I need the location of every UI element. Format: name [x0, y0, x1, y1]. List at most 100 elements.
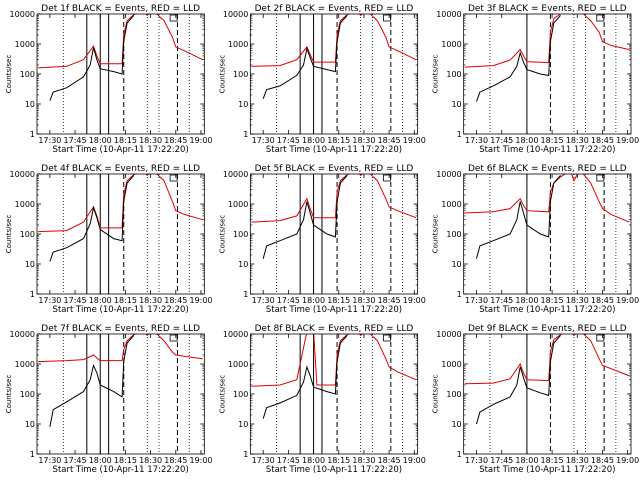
y-tick-label: 1 [243, 290, 248, 299]
x-tick-label: 18:45 [591, 456, 614, 465]
x-axis-label: Start Time (10-Apr-11 17:22:20) [53, 145, 189, 155]
axes-frame [463, 173, 632, 295]
x-tick-label: 18:30 [139, 456, 162, 465]
axes-frame [249, 173, 419, 295]
y-tick-label: 10000 [436, 330, 461, 339]
x-tick-label: 19:00 [189, 136, 212, 145]
x-tick-label: 17:45 [64, 456, 87, 465]
axes-frame [463, 333, 632, 455]
x-tick-label: 18:15 [327, 456, 350, 465]
y-axis-label: Counts/sec [5, 55, 13, 94]
x-tick-label: 19:00 [403, 456, 426, 465]
x-axis-label: Start Time (10-Apr-11 17:22:20) [266, 145, 402, 155]
y-tick-label: 1 [30, 450, 35, 459]
y-tick-label: 100 [233, 230, 248, 239]
x-tick-label: 18:30 [566, 296, 589, 305]
x-tick-label: 18:00 [89, 296, 112, 305]
x-tick-label: 18:15 [114, 296, 137, 305]
x-tick-label: 18:00 [89, 456, 112, 465]
marker-box [596, 14, 605, 22]
events-series-line [476, 175, 561, 259]
x-tick-label: 17:45 [277, 136, 300, 145]
lld-series-line [38, 174, 203, 233]
y-tick-label: 100 [20, 390, 35, 399]
x-tick-label: 18:15 [327, 136, 350, 145]
events-series-line [262, 175, 348, 259]
panel-8: Det 8f BLACK = Events, RED = LLD 1 10 100 10… [218, 324, 426, 475]
panel-title: Det 1f BLACK = Events, RED = LLD [41, 4, 200, 14]
x-tick-label: 17:45 [64, 136, 87, 145]
x-tick-label: 19:00 [403, 296, 426, 305]
lld-series-line [251, 174, 417, 223]
x-tick-label: 17:45 [490, 136, 513, 145]
panel-2: Det 2f BLACK = Events, RED = LLD 1 10 100 10… [218, 4, 426, 155]
x-tick-label: 18:00 [302, 456, 325, 465]
axes-frame [249, 13, 419, 135]
panel-title: Det 3f BLACK = Events, RED = LLD [468, 4, 627, 14]
x-tick-label: 17:30 [38, 456, 61, 465]
x-tick-label: 19:00 [616, 456, 639, 465]
panel-9: Det 9f BLACK = Events, RED = LLD 1 10 100 10… [432, 324, 640, 475]
x-tick-label: 19:00 [616, 296, 639, 305]
x-axis-label: Start Time (10-Apr-11 17:22:20) [479, 305, 615, 315]
panel-title: Det 4f BLACK = Events, RED = LLD [41, 164, 200, 174]
x-tick-label: 17:45 [490, 296, 513, 305]
y-axis-label: Counts/sec [432, 215, 440, 254]
marker-box [596, 174, 605, 182]
events-series-line [49, 335, 135, 427]
x-tick-label: 18:30 [352, 456, 375, 465]
y-axis-label: Counts/sec [5, 375, 13, 414]
y-tick-label: 10000 [10, 170, 35, 179]
x-tick-label: 18:00 [302, 136, 325, 145]
y-tick-label: 10 [451, 100, 461, 109]
y-tick-label: 100 [446, 230, 461, 239]
y-tick-label: 10000 [436, 170, 461, 179]
y-tick-label: 10 [238, 420, 248, 429]
x-tick-label: 19:00 [616, 136, 639, 145]
x-tick-label: 18:45 [378, 136, 401, 145]
lld-series-line [464, 334, 630, 385]
marker-box [596, 334, 605, 342]
y-tick-label: 10 [451, 420, 461, 429]
lld-series-line [38, 14, 203, 69]
y-tick-label: 1000 [441, 40, 461, 49]
y-axis-label: Counts/sec [5, 215, 13, 254]
axes-frame [36, 173, 205, 295]
y-tick-label: 10 [25, 100, 35, 109]
x-tick-label: 17:30 [252, 456, 275, 465]
x-tick-label: 18:30 [566, 136, 589, 145]
x-tick-label: 19:00 [189, 456, 212, 465]
x-tick-label: 18:45 [591, 296, 614, 305]
panel-title: Det 6f BLACK = Events, RED = LLD [468, 164, 627, 174]
y-tick-label: 1000 [228, 360, 248, 369]
y-tick-label: 10000 [223, 330, 248, 339]
y-tick-label: 100 [446, 390, 461, 399]
x-axis-label: Start Time (10-Apr-11 17:22:20) [479, 465, 615, 475]
y-tick-label: 100 [233, 70, 248, 79]
x-axis-label: Start Time (10-Apr-11 17:22:20) [266, 305, 402, 315]
y-axis-label: Counts/sec [218, 375, 226, 414]
x-tick-label: 18:15 [541, 296, 564, 305]
x-tick-label: 18:15 [541, 136, 564, 145]
x-tick-label: 17:30 [252, 296, 275, 305]
x-tick-label: 19:00 [403, 136, 426, 145]
panel-6: Det 6f BLACK = Events, RED = LLD 1 10 100 10… [432, 164, 640, 315]
y-tick-label: 1000 [441, 200, 461, 209]
y-tick-label: 10000 [10, 330, 35, 339]
events-series-line [476, 335, 561, 425]
y-tick-label: 1000 [15, 40, 35, 49]
x-tick-label: 18:15 [114, 456, 137, 465]
x-axis-label: Start Time (10-Apr-11 17:22:20) [53, 465, 189, 475]
marker-box [169, 334, 178, 342]
events-series-line [476, 15, 561, 102]
x-tick-label: 17:30 [465, 136, 488, 145]
y-tick-label: 1000 [228, 200, 248, 209]
y-tick-label: 1 [457, 450, 462, 459]
x-tick-label: 18:30 [352, 136, 375, 145]
y-tick-label: 10 [451, 260, 461, 269]
y-tick-label: 1000 [15, 360, 35, 369]
y-axis-label: Counts/sec [432, 375, 440, 414]
y-tick-label: 1000 [441, 360, 461, 369]
events-series-line [262, 15, 348, 99]
x-tick-label: 18:45 [591, 136, 614, 145]
